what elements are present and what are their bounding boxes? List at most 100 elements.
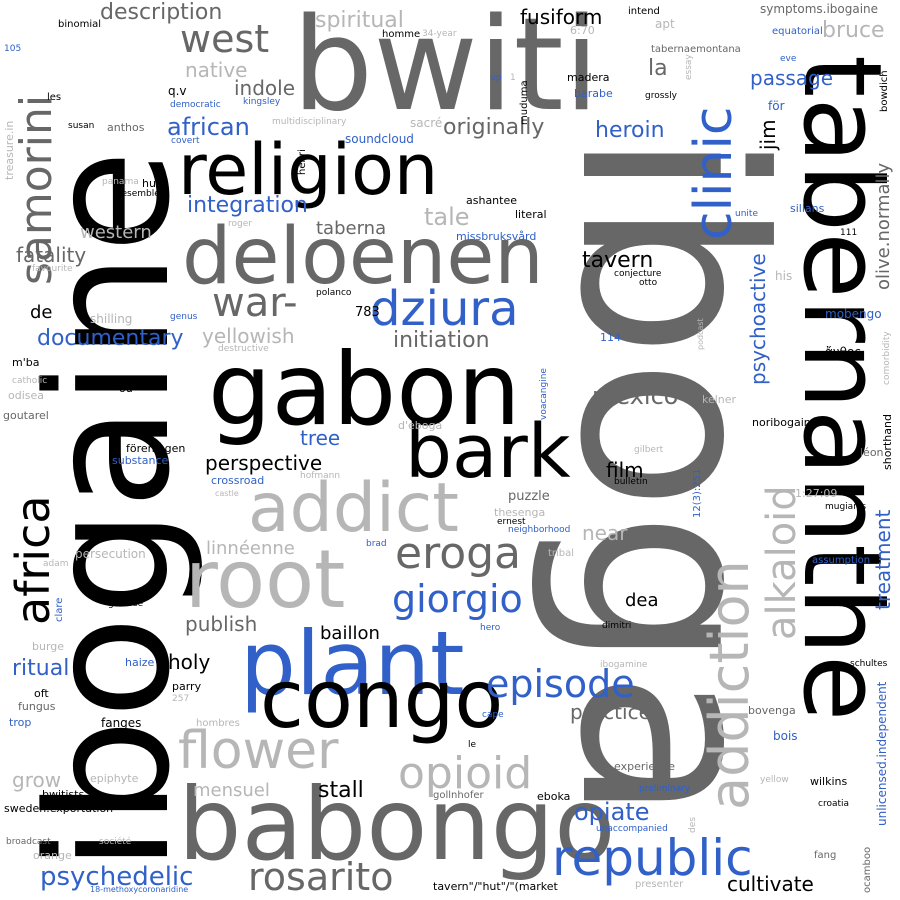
word-ocamboo: ocamboo bbox=[862, 846, 873, 893]
word-tale: tale bbox=[424, 203, 470, 231]
word-passage: passage bbox=[750, 66, 834, 90]
word-gilbert: gilbert bbox=[634, 445, 664, 455]
word-gollnhofer: gollnhofer bbox=[433, 790, 484, 801]
word-bark: bark bbox=[405, 409, 571, 495]
word-voacangine: voacangine bbox=[539, 368, 549, 420]
word-783: 783 bbox=[355, 305, 380, 320]
word-west: west bbox=[180, 17, 270, 61]
word-olive-normally: olive.normally bbox=[873, 162, 894, 290]
word-bowdich: bowdich bbox=[879, 70, 890, 112]
word-treatment: treatment bbox=[871, 509, 895, 610]
word-mba: m'ba bbox=[12, 356, 40, 369]
word-le: le bbox=[468, 740, 477, 750]
word-psychoactive: psychoactive bbox=[746, 253, 770, 385]
word-puzzle: puzzle bbox=[508, 489, 550, 504]
word-democratic: democratic bbox=[170, 100, 221, 110]
word-ashantee: ashantee bbox=[466, 194, 518, 207]
word-les: les bbox=[47, 92, 62, 103]
word-dea: dea bbox=[625, 590, 659, 611]
word-kingsley: kingsley bbox=[243, 97, 281, 107]
word-susan: susan bbox=[68, 121, 95, 131]
word-henri: henri bbox=[297, 149, 308, 175]
word-dimitri: dimitri bbox=[602, 621, 632, 631]
word-persecution: persecution bbox=[75, 547, 146, 561]
word-panama: panama bbox=[102, 177, 139, 187]
word-opioid: opioid bbox=[398, 748, 533, 799]
word-initiation: initiation bbox=[393, 328, 490, 353]
word-adam: adam bbox=[43, 559, 69, 569]
word-his: his bbox=[775, 269, 793, 283]
word-assumption: assumption bbox=[812, 555, 871, 566]
word-societe: société bbox=[99, 837, 132, 847]
word-12-3-251: 12(3):251 bbox=[692, 468, 703, 518]
word-eboka: eboka bbox=[537, 790, 571, 803]
word-114: 114 bbox=[600, 331, 621, 344]
word-religion: religion bbox=[178, 129, 439, 211]
word-tavern: tavern bbox=[582, 248, 654, 273]
word-kelner: kelner bbox=[702, 393, 737, 406]
word-fang: fang bbox=[814, 850, 837, 861]
word-spiritual: spiritual bbox=[315, 8, 404, 33]
word-cultivate: cultivate bbox=[727, 872, 814, 896]
word-tavern-hut-market: tavern"/"hut"/"(market bbox=[433, 880, 558, 893]
word-equatorial: equatorial bbox=[772, 26, 823, 37]
word-flower: flower bbox=[178, 721, 339, 781]
word-tabernaemontana: tabernaemontana bbox=[651, 44, 741, 55]
word-baillon: baillon bbox=[320, 623, 380, 644]
word-tree: tree bbox=[300, 426, 341, 450]
word-film: film bbox=[606, 458, 644, 482]
word-muduma: muduma bbox=[519, 80, 530, 125]
word-unite: unite bbox=[735, 209, 758, 219]
word-shorthand: shorthand bbox=[881, 414, 894, 470]
word-perspective: perspective bbox=[205, 451, 323, 475]
word-intend: intend bbox=[628, 6, 660, 17]
word-hero: hero bbox=[480, 623, 501, 633]
word-eroga: eroga bbox=[395, 528, 522, 579]
word-comorbidity: comorbidity bbox=[882, 331, 892, 385]
word-soundcloud: soundcloud bbox=[345, 132, 414, 146]
word-mexico: mexico bbox=[592, 382, 679, 410]
word-bulletin: bulletin bbox=[614, 477, 648, 487]
word-literal: literal bbox=[515, 208, 547, 221]
word-globose: globose bbox=[108, 599, 144, 609]
word-wilkins: wilkins bbox=[810, 775, 848, 788]
word-sillans: sillans bbox=[790, 202, 825, 215]
word-presenter: presenter bbox=[635, 879, 684, 890]
word-rosarito: rosarito bbox=[248, 855, 394, 899]
word-gabon: gabon bbox=[208, 331, 521, 448]
word-de: de bbox=[30, 302, 53, 323]
word-homme: homme bbox=[382, 29, 421, 40]
word-crossroad: crossroad bbox=[211, 474, 265, 487]
word-18-methoxycoronaridine: 18-methoxycoronaridine bbox=[90, 885, 189, 894]
word-ibogamine: ibogamine bbox=[600, 660, 648, 670]
word-otto: otto bbox=[639, 278, 658, 288]
word-dziura: dziura bbox=[370, 281, 519, 337]
word-treasure-in: treasure.in bbox=[3, 120, 16, 180]
word-publish: publish bbox=[185, 612, 258, 636]
word-1: 1 bbox=[510, 73, 516, 83]
word-originally: originally bbox=[443, 115, 545, 140]
word-thesenga: thesenga bbox=[494, 506, 546, 519]
word-ou: ou bbox=[119, 382, 133, 395]
word-105: 105 bbox=[4, 44, 22, 54]
word-catholic: catholic bbox=[12, 376, 48, 386]
word-jim: jim bbox=[756, 119, 780, 150]
word-congo: congo bbox=[260, 653, 504, 746]
word-alkaloid: alkaloid bbox=[759, 485, 805, 640]
word-clare: clare bbox=[54, 597, 65, 622]
word-q-v: q.v bbox=[168, 84, 187, 98]
word-fusiform: fusiform bbox=[520, 5, 603, 29]
word-bwiti: bwiti bbox=[292, 0, 600, 140]
word-republic: republic bbox=[552, 829, 753, 887]
word-croatia: croatia bbox=[818, 799, 850, 809]
word-up: up bbox=[490, 73, 502, 83]
word-bwitists: bwitists bbox=[42, 788, 85, 801]
word-covert: covert bbox=[171, 136, 200, 146]
word-ernest: ernest bbox=[497, 517, 526, 527]
word-taberna: taberna bbox=[316, 218, 387, 239]
word-time: 1:27:09 bbox=[795, 487, 838, 500]
word-hollistisk: hollistisk bbox=[629, 530, 678, 543]
word-hofmann: hofmann bbox=[300, 471, 341, 481]
word-episode: episode bbox=[486, 662, 635, 706]
